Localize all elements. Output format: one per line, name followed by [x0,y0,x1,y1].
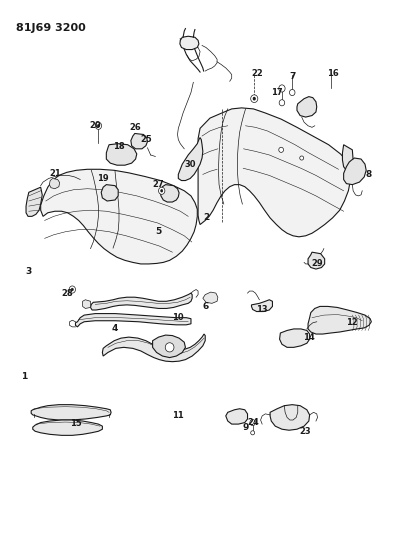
Ellipse shape [71,288,73,291]
Text: 6: 6 [203,302,209,311]
Polygon shape [180,36,199,50]
Text: 10: 10 [173,313,184,322]
Ellipse shape [69,286,75,293]
Text: 23: 23 [299,427,311,436]
Text: 26: 26 [129,123,140,132]
Text: 14: 14 [303,333,315,342]
Text: 24: 24 [248,418,259,427]
Ellipse shape [300,156,304,160]
Text: 18: 18 [113,142,125,151]
Polygon shape [251,300,272,311]
Ellipse shape [279,147,283,152]
Polygon shape [198,108,350,237]
Polygon shape [41,169,197,264]
Text: 19: 19 [97,174,109,183]
Ellipse shape [97,125,99,127]
Text: 17: 17 [272,88,283,97]
Text: 2: 2 [203,213,209,222]
Text: 7: 7 [290,71,296,80]
Ellipse shape [279,100,285,106]
Polygon shape [26,187,42,216]
Text: 3: 3 [25,267,31,276]
Text: 29: 29 [311,260,323,269]
Text: 4: 4 [112,325,118,334]
Polygon shape [131,133,147,149]
Text: 15: 15 [70,419,81,428]
Polygon shape [203,292,218,303]
Polygon shape [31,405,111,420]
Text: 22: 22 [252,69,263,78]
Ellipse shape [250,95,258,102]
Text: 30: 30 [185,160,196,168]
Text: 21: 21 [50,169,61,178]
Text: 13: 13 [255,305,267,314]
Polygon shape [178,138,203,181]
Polygon shape [297,96,317,117]
Ellipse shape [253,98,255,100]
Polygon shape [49,179,60,189]
Polygon shape [106,144,137,165]
Ellipse shape [165,343,174,352]
Polygon shape [33,420,102,435]
Polygon shape [270,405,310,430]
Text: 20: 20 [89,122,101,130]
Text: 9: 9 [242,423,249,432]
Polygon shape [226,409,248,424]
Polygon shape [82,300,91,309]
Polygon shape [101,184,118,201]
Ellipse shape [279,85,285,92]
Text: 5: 5 [155,227,162,236]
Text: 27: 27 [153,180,164,189]
Ellipse shape [159,187,165,195]
Text: 16: 16 [327,69,338,78]
Text: 28: 28 [62,288,73,297]
Text: 12: 12 [346,318,358,327]
Text: 8: 8 [365,170,371,179]
Polygon shape [344,158,366,184]
Polygon shape [91,293,192,310]
Text: 25: 25 [141,135,152,144]
Polygon shape [342,145,353,171]
Ellipse shape [250,419,255,426]
Ellipse shape [95,122,102,130]
Polygon shape [102,334,205,362]
Polygon shape [75,313,191,327]
Ellipse shape [290,90,295,95]
Polygon shape [308,252,325,269]
Polygon shape [161,184,179,202]
Ellipse shape [161,190,163,192]
Polygon shape [280,329,310,348]
Text: 11: 11 [173,411,184,421]
Text: 81J69 3200: 81J69 3200 [16,23,86,34]
Polygon shape [152,335,185,358]
Polygon shape [308,306,371,334]
Text: 1: 1 [21,372,27,381]
Ellipse shape [250,431,255,435]
